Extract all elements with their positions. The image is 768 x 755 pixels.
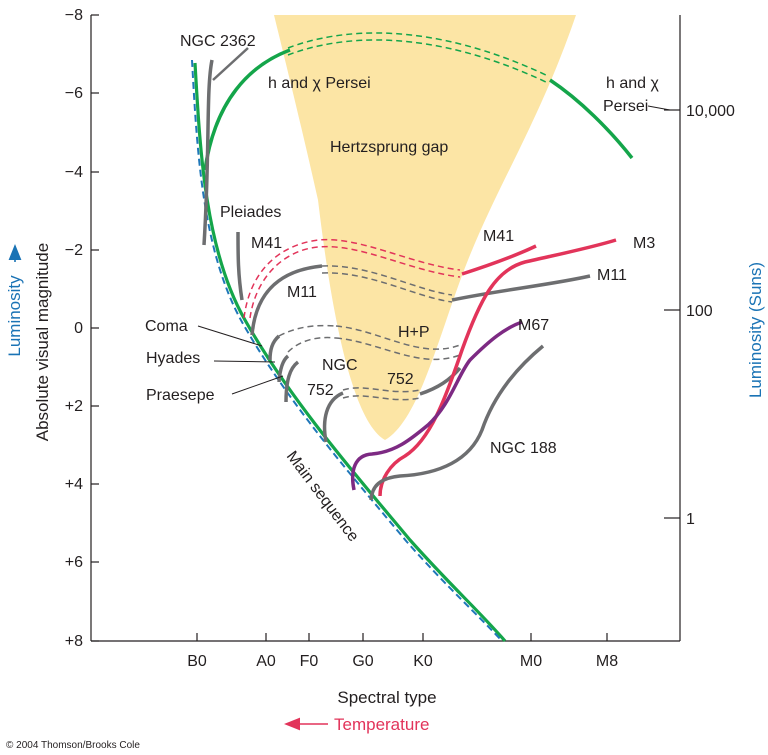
label-752-left: 752: [307, 382, 334, 399]
label-m41-right: M41: [483, 228, 514, 245]
label-main-sequence: Main sequence: [283, 448, 362, 545]
hyades-line: [277, 354, 290, 383]
y-tick-label: +6: [65, 554, 83, 571]
y-tick-label: 0: [74, 320, 83, 337]
y-tick-label: −8: [65, 7, 83, 24]
coma-pointer: [197, 325, 263, 347]
coma-line: [268, 334, 281, 361]
label-ngc-188: NGC 188: [490, 440, 557, 457]
credit: © 2004 Thomson/Brooks Cole: [6, 740, 140, 751]
ngc-752-line: [419, 366, 462, 396]
label-ngc: NGC: [322, 357, 358, 374]
label-m41-left: M41: [251, 235, 282, 252]
m67-line: [350, 320, 523, 491]
ngc-752-dashed: [342, 387, 421, 393]
hyades-pointer: [213, 360, 276, 363]
y-tick-label: +8: [65, 633, 83, 650]
m11-line: [451, 274, 591, 302]
label-m11-right: M11: [597, 267, 627, 284]
x-tick-label: M0: [520, 653, 542, 670]
main-sequence-dash: [191, 59, 503, 642]
m11-dashed: [321, 265, 453, 296]
right-tick-marks: [664, 109, 680, 519]
hp-dashed: [335, 337, 461, 360]
pleiades-line: [236, 231, 244, 301]
praesepe-line: [284, 360, 300, 403]
h-chi-persei-dashed: [287, 39, 549, 84]
label-ngc-2362: NGC 2362: [180, 33, 256, 50]
x-arrow-label: Temperature: [334, 715, 429, 734]
y-tick-label: −2: [65, 242, 83, 259]
y-tick-label: +2: [65, 398, 83, 415]
ngc-2362-pointer: [212, 47, 249, 81]
m41-line: [461, 244, 537, 276]
h-chi-persei-line: [549, 78, 634, 160]
x-tick-label: F0: [300, 653, 319, 670]
y-tick-label: +4: [65, 476, 83, 493]
label-h-chi-persei-top: h and χ Persei: [268, 75, 371, 92]
ngc-752-line: [322, 391, 344, 443]
label-praesepe: Praesepe: [146, 387, 215, 404]
y-tick-label: −6: [65, 85, 83, 102]
ngc-752-dashed: [342, 395, 421, 401]
right-tick-label: 100: [686, 303, 713, 320]
right-tick-label: 10,000: [686, 103, 735, 120]
hertzsprung-gap-region: [274, 15, 576, 440]
coma-dashed: [278, 324, 337, 337]
label-hyades: Hyades: [146, 350, 200, 367]
h-chi-persei-line: [203, 48, 291, 171]
label-752-right: 752: [387, 371, 414, 388]
ngc-2362-line: [202, 59, 214, 246]
x-tick-label: G0: [352, 653, 373, 670]
right-axis-title: Luminosity (Suns): [746, 262, 765, 398]
label-h-chi-persei-right-1: h and χ: [606, 75, 659, 92]
label-m67: M67: [518, 317, 549, 334]
x-tick-marks: [196, 633, 608, 641]
hyades-dashed: [287, 336, 337, 353]
h-chi-persei-right-pointer: [647, 105, 671, 111]
label-m3: M3: [633, 235, 655, 252]
right-tick-labels: 10,000 100 1: [686, 103, 735, 528]
m41-dashed: [243, 238, 461, 319]
label-pleiades: Pleiades: [220, 204, 281, 221]
x-tick-label: K0: [413, 653, 433, 670]
y-tick-labels: −8 −6 −4 −2 0 +2 +4 +6 +8: [65, 7, 83, 650]
right-tick-label: 1: [686, 511, 695, 528]
m11-dashed: [321, 272, 453, 303]
praesepe-pointer: [231, 375, 284, 395]
y-axis-title: Absolute visual magnitude: [33, 243, 52, 441]
y-tick-marks: [91, 14, 99, 642]
x-tick-labels: B0 A0 F0 G0 K0 M0 M8: [187, 653, 618, 670]
label-hp: H+P: [398, 324, 430, 341]
h-chi-persei-dashed: [287, 32, 549, 77]
x-tick-label: M8: [596, 653, 618, 670]
label-m11-left: M11: [287, 284, 317, 301]
y-tick-label: −4: [65, 164, 83, 181]
m11-line: [250, 264, 323, 336]
m3-line: [378, 238, 617, 497]
label-hertzsprung-gap: Hertzsprung gap: [330, 139, 448, 156]
ngc-188-line: [369, 344, 545, 501]
label-h-chi-persei-right-2: Persei: [603, 98, 648, 115]
label-coma: Coma: [145, 318, 188, 335]
hp-dashed: [335, 325, 461, 350]
x-tick-label: A0: [256, 653, 276, 670]
x-axis-title: Spectral type: [337, 688, 436, 707]
y-arrow-label: Luminosity: [5, 275, 24, 357]
x-tick-label: B0: [187, 653, 207, 670]
